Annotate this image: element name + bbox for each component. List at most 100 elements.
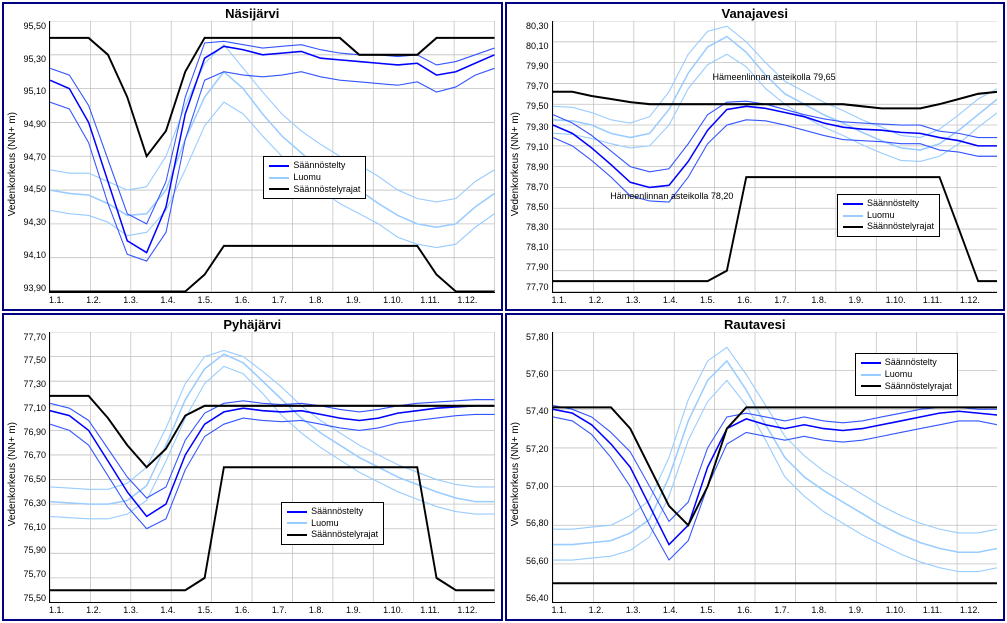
xtick: 1.9. <box>849 605 886 617</box>
ytick: 94,30 <box>19 217 46 227</box>
xtick: 1.2. <box>86 295 123 307</box>
xtick: 1.6. <box>235 295 272 307</box>
xtick: 1.1. <box>49 605 86 617</box>
xtick: 1.10. <box>383 295 420 307</box>
series-luomu-mid <box>50 72 495 228</box>
x-axis-ticks: 1.1.1.2.1.3.1.4.1.5.1.6.1.7.1.8.1.9.1.10… <box>49 603 495 617</box>
y-axis-label: Vedenkorkeus (NN+ m) <box>6 422 19 526</box>
xtick: 1.3. <box>123 295 160 307</box>
series-regulated-mid <box>50 46 495 252</box>
chart-area: Vedenkorkeus (NN+ m)95,5095,3095,1094,90… <box>4 21 501 309</box>
panel-title: Pyhäjärvi <box>4 315 501 332</box>
legend-label: Säännöstelyrajat <box>293 184 360 196</box>
ytick: 79,50 <box>522 101 549 111</box>
x-axis-ticks: 1.1.1.2.1.3.1.4.1.5.1.6.1.7.1.8.1.9.1.10… <box>552 603 998 617</box>
ytick: 77,50 <box>19 355 46 365</box>
xtick: 1.9. <box>346 295 383 307</box>
legend: SäännösteltyLuomuSäännöstelyrajat <box>855 353 958 396</box>
xtick: 1.8. <box>309 295 346 307</box>
xtick: 1.4. <box>663 295 700 307</box>
series-luomu-low <box>553 54 998 161</box>
legend-label: Luomu <box>311 518 339 530</box>
xtick: 1.3. <box>626 295 663 307</box>
legend-swatch <box>843 215 863 217</box>
panel-title: Näsijärvi <box>4 4 501 21</box>
ytick: 77,70 <box>19 332 46 342</box>
xtick: 1.2. <box>589 295 626 307</box>
legend-label: Säännöstelyrajat <box>867 221 934 233</box>
ytick: 57,60 <box>522 369 549 379</box>
ytick: 76,90 <box>19 427 46 437</box>
legend-item: Säännöstelty <box>269 160 360 172</box>
plot-region: SäännösteltyLuomuSäännöstelyrajat Hämeenl… <box>552 21 998 293</box>
chart-panel-3: RautavesiVedenkorkeus (NN+ m)57,8057,605… <box>505 313 1006 622</box>
y-axis-ticks: 80,3080,1079,9079,7079,5079,3079,1078,90… <box>522 21 552 307</box>
y-axis-label: Vedenkorkeus (NN+ m) <box>509 112 522 216</box>
chart-annotation: Hämeenlinnan asteikolla 78,20 <box>610 191 733 201</box>
y-axis-ticks: 95,5095,3095,1094,9094,7094,5094,3094,10… <box>19 21 49 307</box>
legend-swatch <box>861 374 881 376</box>
ytick: 76,50 <box>19 474 46 484</box>
legend-swatch <box>269 165 289 167</box>
xtick: 1.10. <box>886 605 923 617</box>
ytick: 57,20 <box>522 444 549 454</box>
y-axis-label: Vedenkorkeus (NN+ m) <box>509 422 522 526</box>
x-axis-ticks: 1.1.1.2.1.3.1.4.1.5.1.6.1.7.1.8.1.9.1.10… <box>49 293 495 307</box>
legend-label: Säännöstelty <box>885 357 937 369</box>
xtick: 1.12. <box>457 605 494 617</box>
chart-area: Vedenkorkeus (NN+ m)80,3080,1079,9079,70… <box>507 21 1004 309</box>
legend-label: Luomu <box>867 210 895 222</box>
xtick: 1.7. <box>774 605 811 617</box>
legend-swatch <box>861 385 881 387</box>
series-limit-high <box>553 92 998 109</box>
series-limit-high <box>50 38 495 156</box>
ytick: 79,10 <box>522 142 549 152</box>
chart-panel-2: Pyhäjärvi Vedenkorkeus (NN+ m) 77,70 77,50 7… <box>2 313 503 622</box>
ytick: 93,90 <box>19 283 46 293</box>
series-regulated-low <box>553 416 998 559</box>
xtick: 1.1. <box>552 605 589 617</box>
ytick: 75,70 <box>19 569 46 579</box>
legend-label: Säännöstelty <box>867 198 919 210</box>
xtick: 1.1. <box>49 295 86 307</box>
ytick: 79,70 <box>522 81 549 91</box>
ytick: 95,50 <box>19 21 46 31</box>
y-axis-ticks: 77,7077,5077,3077,1076,9076,7076,5076,30… <box>19 332 49 618</box>
ytick: 56,80 <box>522 518 549 528</box>
xtick: 1.10. <box>383 605 420 617</box>
y-axis-label: Vedenkorkeus (NN+ m) <box>6 112 19 216</box>
xtick: 1.6. <box>235 605 272 617</box>
panel-title: Rautavesi <box>507 315 1004 332</box>
ytick: 76,30 <box>19 498 46 508</box>
series-regulated-low <box>553 120 998 202</box>
ytick: 80,30 <box>522 21 549 31</box>
chart-area: Vedenkorkeus (NN+ m)57,8057,6057,4057,20… <box>507 332 1004 620</box>
series-regulated-high <box>553 405 998 521</box>
xtick: 1.11. <box>923 605 960 617</box>
legend-item: Säännöstelyrajat <box>287 529 378 541</box>
xtick: 1.7. <box>272 295 309 307</box>
xtick: 1.6. <box>737 295 774 307</box>
series-regulated-mid <box>553 409 998 544</box>
xtick: 1.12. <box>960 605 997 617</box>
legend-item: Säännöstelyrajat <box>269 184 360 196</box>
series-regulated-high <box>50 399 495 497</box>
legend-label: Luomu <box>293 172 321 184</box>
legend-swatch <box>287 511 307 513</box>
legend: SäännösteltyLuomuSäännöstelyrajat <box>263 156 366 199</box>
xtick: 1.10. <box>886 295 923 307</box>
legend-item: Luomu <box>843 210 934 222</box>
legend-item: Säännöstelty <box>287 506 378 518</box>
xtick: 1.5. <box>198 605 235 617</box>
xtick: 1.2. <box>86 605 123 617</box>
ytick: 77,30 <box>19 379 46 389</box>
xtick: 1.7. <box>774 295 811 307</box>
legend-item: Luomu <box>861 369 952 381</box>
ytick: 78,30 <box>522 222 549 232</box>
legend-swatch <box>843 203 863 205</box>
legend-swatch <box>287 522 307 524</box>
xtick: 1.9. <box>346 605 383 617</box>
xtick: 1.1. <box>552 295 589 307</box>
ytick: 57,00 <box>522 481 549 491</box>
ytick: 78,70 <box>522 182 549 192</box>
